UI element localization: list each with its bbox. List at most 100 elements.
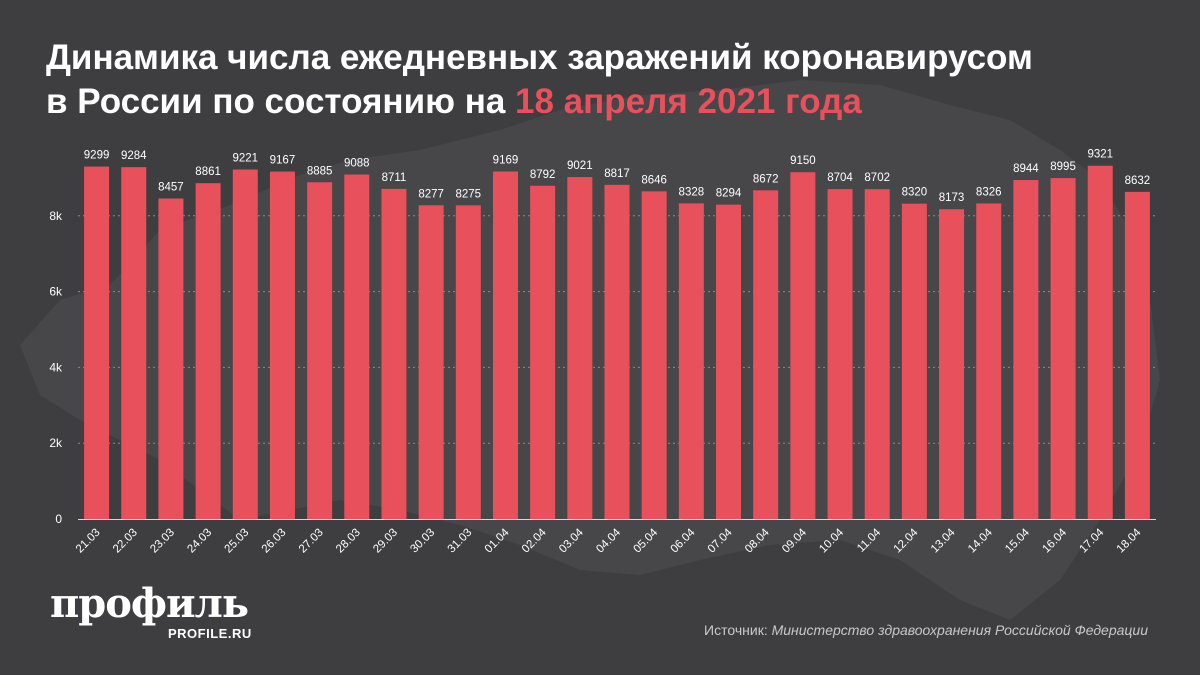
x-tick-label: 15.04 [1003, 526, 1032, 555]
x-tick-label: 24.03 [185, 527, 214, 556]
bar-value-label: 9299 [84, 150, 110, 162]
bar-value-label: 9221 [232, 153, 258, 165]
bar [790, 172, 816, 519]
bar-value-label: 8944 [1013, 163, 1039, 175]
bar [641, 191, 667, 520]
chart-title: Динамика числа ежедневных заражений коро… [46, 36, 1166, 124]
x-tick-label: 28.03 [334, 527, 363, 556]
x-tick-label: 23.03 [148, 527, 177, 556]
x-tick-label: 14.04 [966, 526, 995, 555]
bar [492, 171, 518, 519]
bar [901, 203, 927, 519]
bar [864, 189, 890, 519]
x-tick-label: 05.04 [631, 526, 660, 555]
bar [1013, 180, 1039, 519]
bar-value-label: 8817 [604, 168, 630, 180]
x-tick-label: 12.04 [892, 526, 921, 555]
x-tick-label: 09.04 [780, 526, 809, 555]
bars [84, 165, 1150, 520]
y-tick-label: 0 [55, 512, 62, 526]
y-tick-label: 2k [49, 436, 63, 450]
bar [269, 171, 295, 520]
bar [158, 198, 184, 519]
x-tick-label: 17.04 [1078, 526, 1107, 555]
x-tick-label: 29.03 [371, 527, 400, 556]
bar [121, 167, 147, 519]
bar-value-label: 8277 [418, 188, 444, 200]
bar [1050, 178, 1076, 520]
bar-value-label: 8294 [716, 188, 742, 200]
x-tick-label: 11.04 [855, 526, 884, 555]
bar [976, 203, 1002, 520]
y-axis-ticks: 0 2k 4k 6k 8k [49, 209, 63, 526]
bar-value-label: 9088 [344, 158, 370, 170]
y-tick-label: 4k [49, 360, 63, 374]
bar [604, 184, 630, 519]
x-tick-label: 02.04 [520, 526, 549, 555]
bar-value-label: 8320 [902, 187, 928, 199]
bar [716, 204, 742, 519]
title-date-accent: 18 апреля 2021 года [515, 82, 862, 121]
x-tick-label: 10.04 [817, 526, 846, 555]
bar-value-label: 9021 [567, 160, 593, 172]
x-tick-label: 16.04 [1040, 526, 1069, 555]
source-prefix: Источник: [704, 622, 772, 638]
bar [939, 209, 965, 520]
bar [1124, 191, 1150, 519]
y-tick-label: 6k [49, 285, 63, 299]
bar-value-label: 9169 [493, 154, 519, 166]
bar-value-label: 8672 [753, 173, 779, 185]
bar-value-label: 8457 [158, 181, 184, 193]
bar-value-label: 8702 [864, 172, 890, 184]
x-tick-label: 25.03 [223, 527, 252, 556]
bar-value-label: 8632 [1125, 175, 1151, 187]
bar [530, 185, 556, 519]
bar-value-label: 8646 [641, 174, 667, 186]
bar-value-label: 8173 [939, 192, 965, 204]
x-tick-label: 18.04 [1115, 526, 1144, 555]
x-tick-label: 31.03 [446, 527, 475, 556]
title-line-2-prefix: в России по состоянию на [46, 82, 516, 121]
title-line-2: в России по состоянию на 18 апреля 2021 … [46, 80, 1166, 124]
bar-value-label: 8711 [382, 172, 407, 184]
bar [307, 182, 333, 520]
x-tick-label: 13.04 [929, 526, 958, 555]
bar [418, 205, 444, 519]
x-axis-ticks: 21.03 22.03 23.03 24.03 25.03 26.03 27.03 28.03… [74, 526, 1144, 555]
bar [84, 166, 110, 519]
bar [827, 189, 853, 519]
bar-value-label: 8326 [976, 186, 1002, 198]
x-tick-label: 01.04 [483, 526, 512, 555]
bar [344, 174, 370, 519]
x-tick-label: 30.03 [408, 527, 437, 556]
bar [567, 177, 593, 519]
bar-value-label: 8704 [827, 172, 853, 184]
source-text: Министерство здравоохранения Российской … [771, 622, 1148, 638]
bar-value-label: 9284 [121, 150, 147, 162]
x-tick-label: 08.04 [743, 526, 772, 555]
title-line-1: Динамика числа ежедневных заражений коро… [46, 38, 1033, 77]
bar-value-label: 8885 [307, 165, 333, 177]
profile-site: PROFILE.RU [168, 626, 252, 641]
x-tick-label: 04.04 [594, 526, 623, 555]
bar [753, 190, 779, 519]
x-tick-label: 21.03 [74, 527, 103, 556]
bar-value-labels: 9299 9284 8457 8861 9221 9167 8885 9088 8711 8277… [84, 149, 1150, 205]
y-tick-label: 8k [49, 209, 63, 223]
bar [678, 203, 704, 519]
x-tick-label: 27.03 [297, 527, 326, 556]
bar [232, 169, 258, 519]
bar-value-label: 8328 [679, 186, 705, 198]
x-tick-label: 06.04 [669, 526, 698, 555]
x-tick-label: 07.04 [706, 526, 735, 555]
x-tick-label: 03.04 [557, 526, 586, 555]
bar-value-label: 8792 [530, 169, 556, 181]
bar [1087, 165, 1113, 519]
bar-value-label: 9167 [270, 155, 296, 167]
bar [381, 188, 407, 520]
bar-value-label: 9150 [790, 155, 816, 167]
bar-value-label: 8275 [456, 188, 482, 200]
bar-value-label: 9321 [1087, 149, 1113, 161]
bar-value-label: 8995 [1050, 161, 1076, 173]
